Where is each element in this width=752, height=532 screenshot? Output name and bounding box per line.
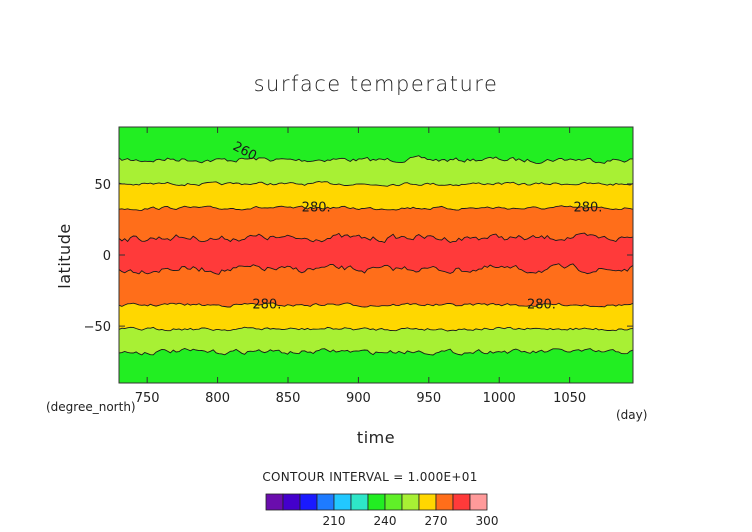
contour-line (118, 181, 634, 187)
x-tick-label: 900 (346, 391, 371, 406)
colorbar-swatch (333, 493, 352, 511)
y-tick-label: 0 (103, 249, 111, 264)
contour-label: 280. (573, 201, 602, 216)
colorbar-swatch (316, 493, 335, 511)
contour-label: 280. (302, 201, 331, 216)
x-tick-label: 750 (135, 391, 160, 406)
colorbar-tick-label: 210 (323, 514, 346, 528)
x-tick-label: 1000 (483, 391, 516, 406)
colorbar-tick-label: 270 (425, 514, 448, 528)
contour-interval-text: CONTOUR INTERVAL = 1.000E+01 (262, 470, 477, 484)
y-axis-ticks: 50 0 −50 (84, 178, 633, 335)
plot-area (119, 127, 633, 383)
temperature-band (119, 205, 633, 243)
x-tick-label: 1050 (553, 391, 586, 406)
contour-label: 280. (527, 297, 556, 312)
colorbar-swatch (435, 493, 454, 511)
contour-line (118, 263, 634, 275)
contour-line (118, 155, 633, 165)
temperature-band (119, 263, 633, 307)
temperature-band (119, 155, 633, 187)
y-axis-label: latitude (55, 223, 74, 288)
colorbar-swatch (299, 493, 318, 511)
colorbar-swatch (401, 493, 420, 511)
chart-title: surface temperature (254, 72, 499, 96)
colorbar-tick-label: 300 (476, 514, 499, 528)
colorbar-swatch (350, 493, 369, 511)
y-axis-unit: (degree_north) (46, 400, 136, 414)
x-axis-ticks: 750 800 850 900 950 1000 1050 (135, 127, 586, 406)
y-tick-label: −50 (84, 320, 111, 335)
x-tick-label: 950 (416, 391, 441, 406)
colorbar-swatch (452, 493, 471, 511)
colorbar-swatch (367, 493, 386, 511)
temperature-band (119, 327, 633, 355)
temperature-band (119, 302, 633, 331)
x-axis-label: time (357, 428, 395, 447)
temperature-band (119, 348, 633, 383)
contour-line (118, 348, 634, 356)
colorbar: 210 240 270 300 (265, 493, 499, 528)
contour-line (118, 326, 634, 332)
contour-line (118, 302, 634, 308)
x-tick-label: 850 (276, 391, 301, 406)
temperature-band (119, 233, 633, 275)
contour-label: 280. (252, 297, 281, 312)
y-tick-label: 50 (94, 178, 111, 193)
colorbar-swatch (418, 493, 437, 511)
contour-line (118, 205, 634, 211)
contour-line (118, 232, 634, 244)
colorbar-swatch (282, 493, 301, 511)
x-tick-label: 800 (205, 391, 230, 406)
colorbar-swatch (384, 493, 403, 511)
contour-lines (118, 155, 634, 356)
colorbar-tick-label: 240 (374, 514, 397, 528)
colorbar-swatch (265, 493, 284, 511)
temperature-band (119, 181, 633, 211)
temperature-band (119, 127, 633, 164)
x-axis-unit: (day) (616, 408, 647, 422)
colorbar-swatch (469, 493, 488, 511)
